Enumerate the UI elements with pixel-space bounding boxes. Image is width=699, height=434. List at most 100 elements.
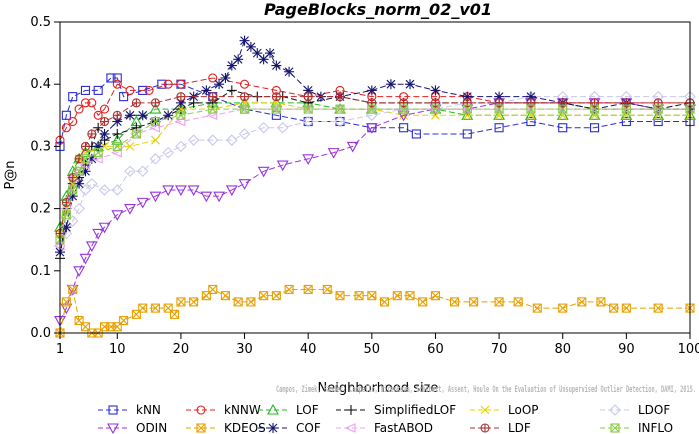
data-point	[68, 185, 78, 195]
data-point	[621, 116, 631, 127]
data-point	[225, 185, 238, 197]
x-tick-label: 30	[236, 342, 253, 357]
data-point	[494, 297, 504, 307]
series-kdeos	[55, 284, 695, 338]
data-point	[220, 72, 231, 83]
data-point	[86, 177, 98, 190]
data-point	[80, 154, 91, 164]
data-point	[366, 109, 378, 122]
data-point	[233, 54, 244, 65]
legend-label: COF	[296, 421, 321, 434]
series-line-kdeos	[59, 287, 690, 334]
series-ldf	[55, 92, 695, 239]
data-point	[176, 110, 186, 120]
data-point	[257, 166, 270, 178]
data-point	[621, 303, 631, 313]
data-point	[93, 85, 103, 95]
data-point	[399, 104, 409, 114]
data-point	[558, 98, 568, 108]
data-point	[99, 116, 110, 127]
data-point	[80, 98, 91, 108]
data-point	[462, 129, 472, 139]
data-point	[208, 284, 218, 295]
data-point	[68, 92, 78, 102]
y-tick-label: 0.4	[30, 77, 51, 92]
x-tick-label: 90	[618, 342, 635, 357]
data-point	[271, 104, 281, 114]
data-point	[239, 79, 250, 89]
y-tick-label: 0.3	[30, 139, 51, 154]
legend-item-lof: LOF	[258, 403, 319, 417]
data-point	[80, 141, 91, 151]
legend-item-ldf: LDF	[470, 421, 531, 434]
data-point	[112, 73, 122, 83]
data-point	[60, 227, 73, 240]
data-point	[327, 148, 340, 159]
data-point	[80, 85, 91, 95]
data-point	[61, 297, 71, 307]
data-point	[589, 123, 600, 133]
data-point	[430, 104, 441, 114]
legend-marker	[480, 423, 490, 433]
data-point	[335, 92, 345, 102]
data-point	[93, 110, 103, 120]
x-tick-label: 10	[109, 342, 126, 357]
data-point	[150, 116, 161, 127]
legend-item-loop: LoOP	[470, 403, 539, 417]
series-cof	[55, 35, 695, 258]
legend-item-kdeos: KDEOS	[186, 421, 266, 434]
data-point	[379, 297, 390, 307]
x-tick-label: 60	[427, 342, 444, 357]
chart-title: PageBlocks_norm_02_v01	[264, 0, 492, 19]
data-point	[112, 110, 122, 120]
data-point	[189, 297, 199, 307]
data-point	[112, 128, 123, 139]
data-point	[271, 291, 281, 301]
series-line-cof	[59, 39, 690, 253]
legend-label: LDF	[508, 421, 531, 434]
data-point	[125, 85, 135, 95]
data-point	[385, 79, 396, 90]
data-point	[226, 85, 237, 96]
legend-item-simplifiedlof: SimplifiedLOF	[336, 403, 456, 417]
data-point	[239, 92, 250, 102]
data-point	[303, 284, 313, 295]
data-point	[125, 110, 135, 121]
data-point	[220, 291, 231, 301]
data-point	[405, 291, 415, 301]
data-point	[61, 210, 71, 220]
data-point	[68, 284, 78, 295]
data-point	[208, 92, 218, 102]
legend-label: LOF	[296, 403, 319, 417]
data-point	[201, 85, 212, 96]
legend-item-knnw: kNNW	[186, 403, 261, 417]
data-point	[119, 316, 129, 326]
legend-item-cof: COF	[258, 421, 321, 434]
legend-item-ldof: LDOF	[600, 403, 670, 417]
data-point	[144, 85, 154, 95]
data-point	[526, 104, 536, 114]
data-point	[93, 148, 103, 158]
data-point	[399, 98, 409, 108]
data-point	[302, 115, 314, 128]
axes: 1 10 20 30 40 50 60 70 80 90 100 0.0 0.1 0.2 0.3 0.4 0.5	[30, 15, 699, 357]
data-point	[302, 154, 315, 165]
series-line-odin	[59, 102, 690, 321]
data-point	[99, 128, 110, 139]
data-point	[621, 104, 631, 114]
data-point	[99, 104, 110, 114]
data-point	[85, 241, 98, 253]
x-tick-label: 70	[491, 342, 508, 357]
data-point	[61, 123, 71, 133]
data-point	[609, 303, 619, 313]
legend-label: KDEOS	[224, 421, 266, 434]
data-point	[257, 121, 270, 134]
data-point	[112, 141, 122, 151]
data-point	[653, 303, 663, 313]
legend-label: INFLO	[638, 421, 673, 434]
data-point	[98, 184, 111, 196]
data-point	[200, 191, 213, 203]
data-point	[653, 104, 663, 114]
plot-area	[53, 35, 696, 338]
data-point	[271, 92, 281, 102]
